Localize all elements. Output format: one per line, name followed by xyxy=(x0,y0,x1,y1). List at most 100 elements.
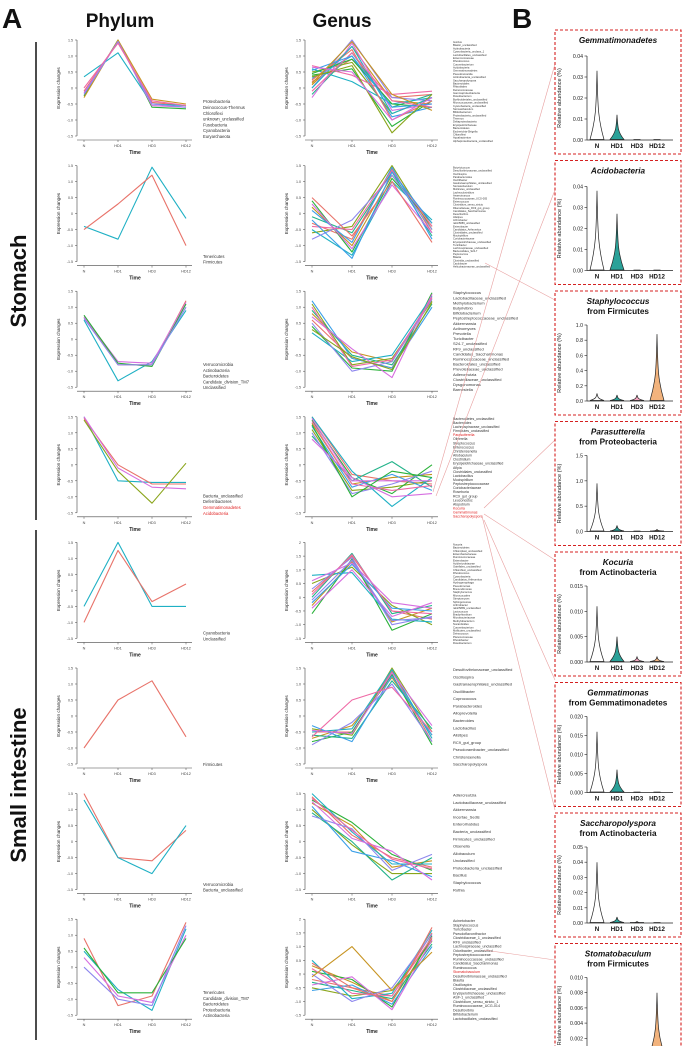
legend-entry: Caulobacter xyxy=(453,261,467,265)
y-tick-label: 0.005 xyxy=(570,635,583,641)
x-tick-label: N xyxy=(595,926,600,933)
legend-entry: Bifidobacterium xyxy=(453,110,472,114)
y-tick-label: 1.0 xyxy=(68,180,73,184)
y-tick-label: 0.5 xyxy=(296,959,301,963)
y-axis-label: Relative abundance (%) xyxy=(557,725,563,785)
y-tick-label: 0.000 xyxy=(570,660,583,666)
legend-entry: Staphylococcus xyxy=(453,590,473,594)
x-tick-label: HD1 xyxy=(348,772,356,776)
y-tick-label: -0.5 xyxy=(67,479,73,483)
connector-line xyxy=(483,513,556,561)
legend-entry: Dysgonomonas xyxy=(453,382,481,387)
legend-entry: Chloroflexi_unclassified xyxy=(453,568,482,572)
x-tick-label: N xyxy=(595,404,600,411)
x-tick-label: HD1 xyxy=(114,270,122,274)
y-tick-label: -1.5 xyxy=(295,260,301,264)
violin-subtitle: from Gemmatimonadetes xyxy=(569,699,668,708)
legend-entry: Firmicutes_unclassified xyxy=(453,429,489,433)
violin-shape xyxy=(589,862,605,923)
violin-shape xyxy=(609,916,625,923)
legend-entry: Barnesiella xyxy=(453,387,474,392)
y-tick-label: 0.4 xyxy=(576,369,583,375)
row-label-small-intestine: Small intestine xyxy=(6,707,31,862)
series-line xyxy=(83,799,187,875)
y-tick-label: 0 xyxy=(299,87,301,91)
x-tick-label: HD3 xyxy=(388,144,396,148)
legend-entry: Bacteroidetes xyxy=(453,546,470,550)
y-tick-label: 0.2 xyxy=(576,384,583,390)
legend-entry: Blautia xyxy=(453,255,462,259)
legend-entry: Gaiellales_unclassified xyxy=(453,565,481,569)
legend-entry: Candidate_division_TM7 xyxy=(203,996,250,1001)
y-axis-label: Expression changes xyxy=(56,67,61,109)
y-tick-label: 0.0 xyxy=(576,530,583,536)
y-axis-label: Relative abundance (%) xyxy=(557,333,563,393)
violin-panel-frame xyxy=(554,29,682,155)
y-tick-label: 0.000 xyxy=(570,791,583,797)
x-tick-label: N xyxy=(311,646,314,650)
y-tick-label: 0.00 xyxy=(573,138,583,144)
legend-entry: Euryarchaeota xyxy=(203,134,231,139)
connector-line xyxy=(483,949,556,961)
series-line xyxy=(311,297,433,363)
legend-entry: Micrococcaceae_unclassified xyxy=(453,101,489,105)
legend-entry: S24-7_unclassified xyxy=(453,341,487,346)
legend-entry: Pseudoramibacter_unclassified xyxy=(453,747,509,752)
y-tick-label: 0 xyxy=(71,966,73,970)
y-tick-label: 0 xyxy=(71,589,73,593)
x-axis-label: Time xyxy=(129,1029,141,1035)
series-line xyxy=(83,549,187,623)
x-tick-label: HD3 xyxy=(148,772,156,776)
violin-shape xyxy=(609,525,625,532)
y-tick-label: -1.5 xyxy=(67,1014,73,1018)
x-tick-label: N xyxy=(83,898,86,902)
violin-panel-frame xyxy=(554,420,682,547)
series-line xyxy=(311,669,433,739)
y-tick-label: 1.5 xyxy=(296,931,301,935)
y-tick-label: 0.015 xyxy=(570,734,583,740)
y-tick-label: 2 xyxy=(299,918,301,922)
y-axis-label: Expression changes xyxy=(284,192,289,234)
series-line xyxy=(311,418,432,482)
legend-entry: Desulfovibrio xyxy=(453,212,469,216)
y-tick-label: 0.020 xyxy=(570,715,583,721)
legend-entry: Rhodobacter xyxy=(453,638,469,642)
legend-entry: Enterococcaceae xyxy=(453,56,474,60)
legend-entry: Bacteria_unclassified xyxy=(203,888,243,893)
legend-entry: Atopobium xyxy=(453,502,470,506)
legend-entry: Fusobacteria xyxy=(203,122,228,127)
legend-entry: Bacteroides xyxy=(453,718,474,723)
y-tick-label: -1.5 xyxy=(67,763,73,767)
legend-entry: Alloprevotella xyxy=(453,711,478,716)
y-tick-label: 0.5 xyxy=(296,196,301,200)
legend-entry: Bacteroidales xyxy=(453,81,470,85)
legend-entry: Lactobacillaceae_unclassified xyxy=(453,295,506,300)
legend-entry: Actinobacteria xyxy=(203,368,230,373)
legend-entry: Peptococcus xyxy=(453,252,469,256)
x-axis-label: Time xyxy=(366,778,378,784)
legend-entry: Afipia xyxy=(453,466,462,470)
x-tick-label: HD12 xyxy=(649,926,665,933)
y-tick-label: 0.03 xyxy=(573,75,583,81)
panel-label-a: A xyxy=(2,3,22,34)
y-tick-label: -0.5 xyxy=(67,228,73,232)
y-tick-label: -0.5 xyxy=(295,986,301,990)
legend-entry: Arthrobacter xyxy=(453,218,468,222)
legend-entry: Acidimicrobiaceae xyxy=(453,562,475,566)
x-tick-label: HD3 xyxy=(148,646,156,650)
y-tick-label: 0 xyxy=(299,212,301,216)
y-tick-label: 0.010 xyxy=(570,753,583,759)
x-axis-label: Time xyxy=(366,401,378,407)
violin-panel-frame xyxy=(554,159,682,286)
legend-entry: Ruminococcaceae_UCG-005 xyxy=(453,197,488,201)
legend-entry: Micrococcales xyxy=(453,593,471,597)
y-tick-label: 1.5 xyxy=(296,290,301,294)
violin-shape xyxy=(651,992,663,1046)
x-axis-label: Time xyxy=(366,1029,378,1035)
y-tick-label: 1.5 xyxy=(68,290,73,294)
legend-entry: Mucispirillum xyxy=(453,478,473,482)
series-line xyxy=(83,922,187,1007)
y-tick-label: -1.5 xyxy=(67,260,73,264)
y-tick-label: 0.5 xyxy=(68,447,73,451)
legend-entry: Bacillus xyxy=(453,873,467,878)
